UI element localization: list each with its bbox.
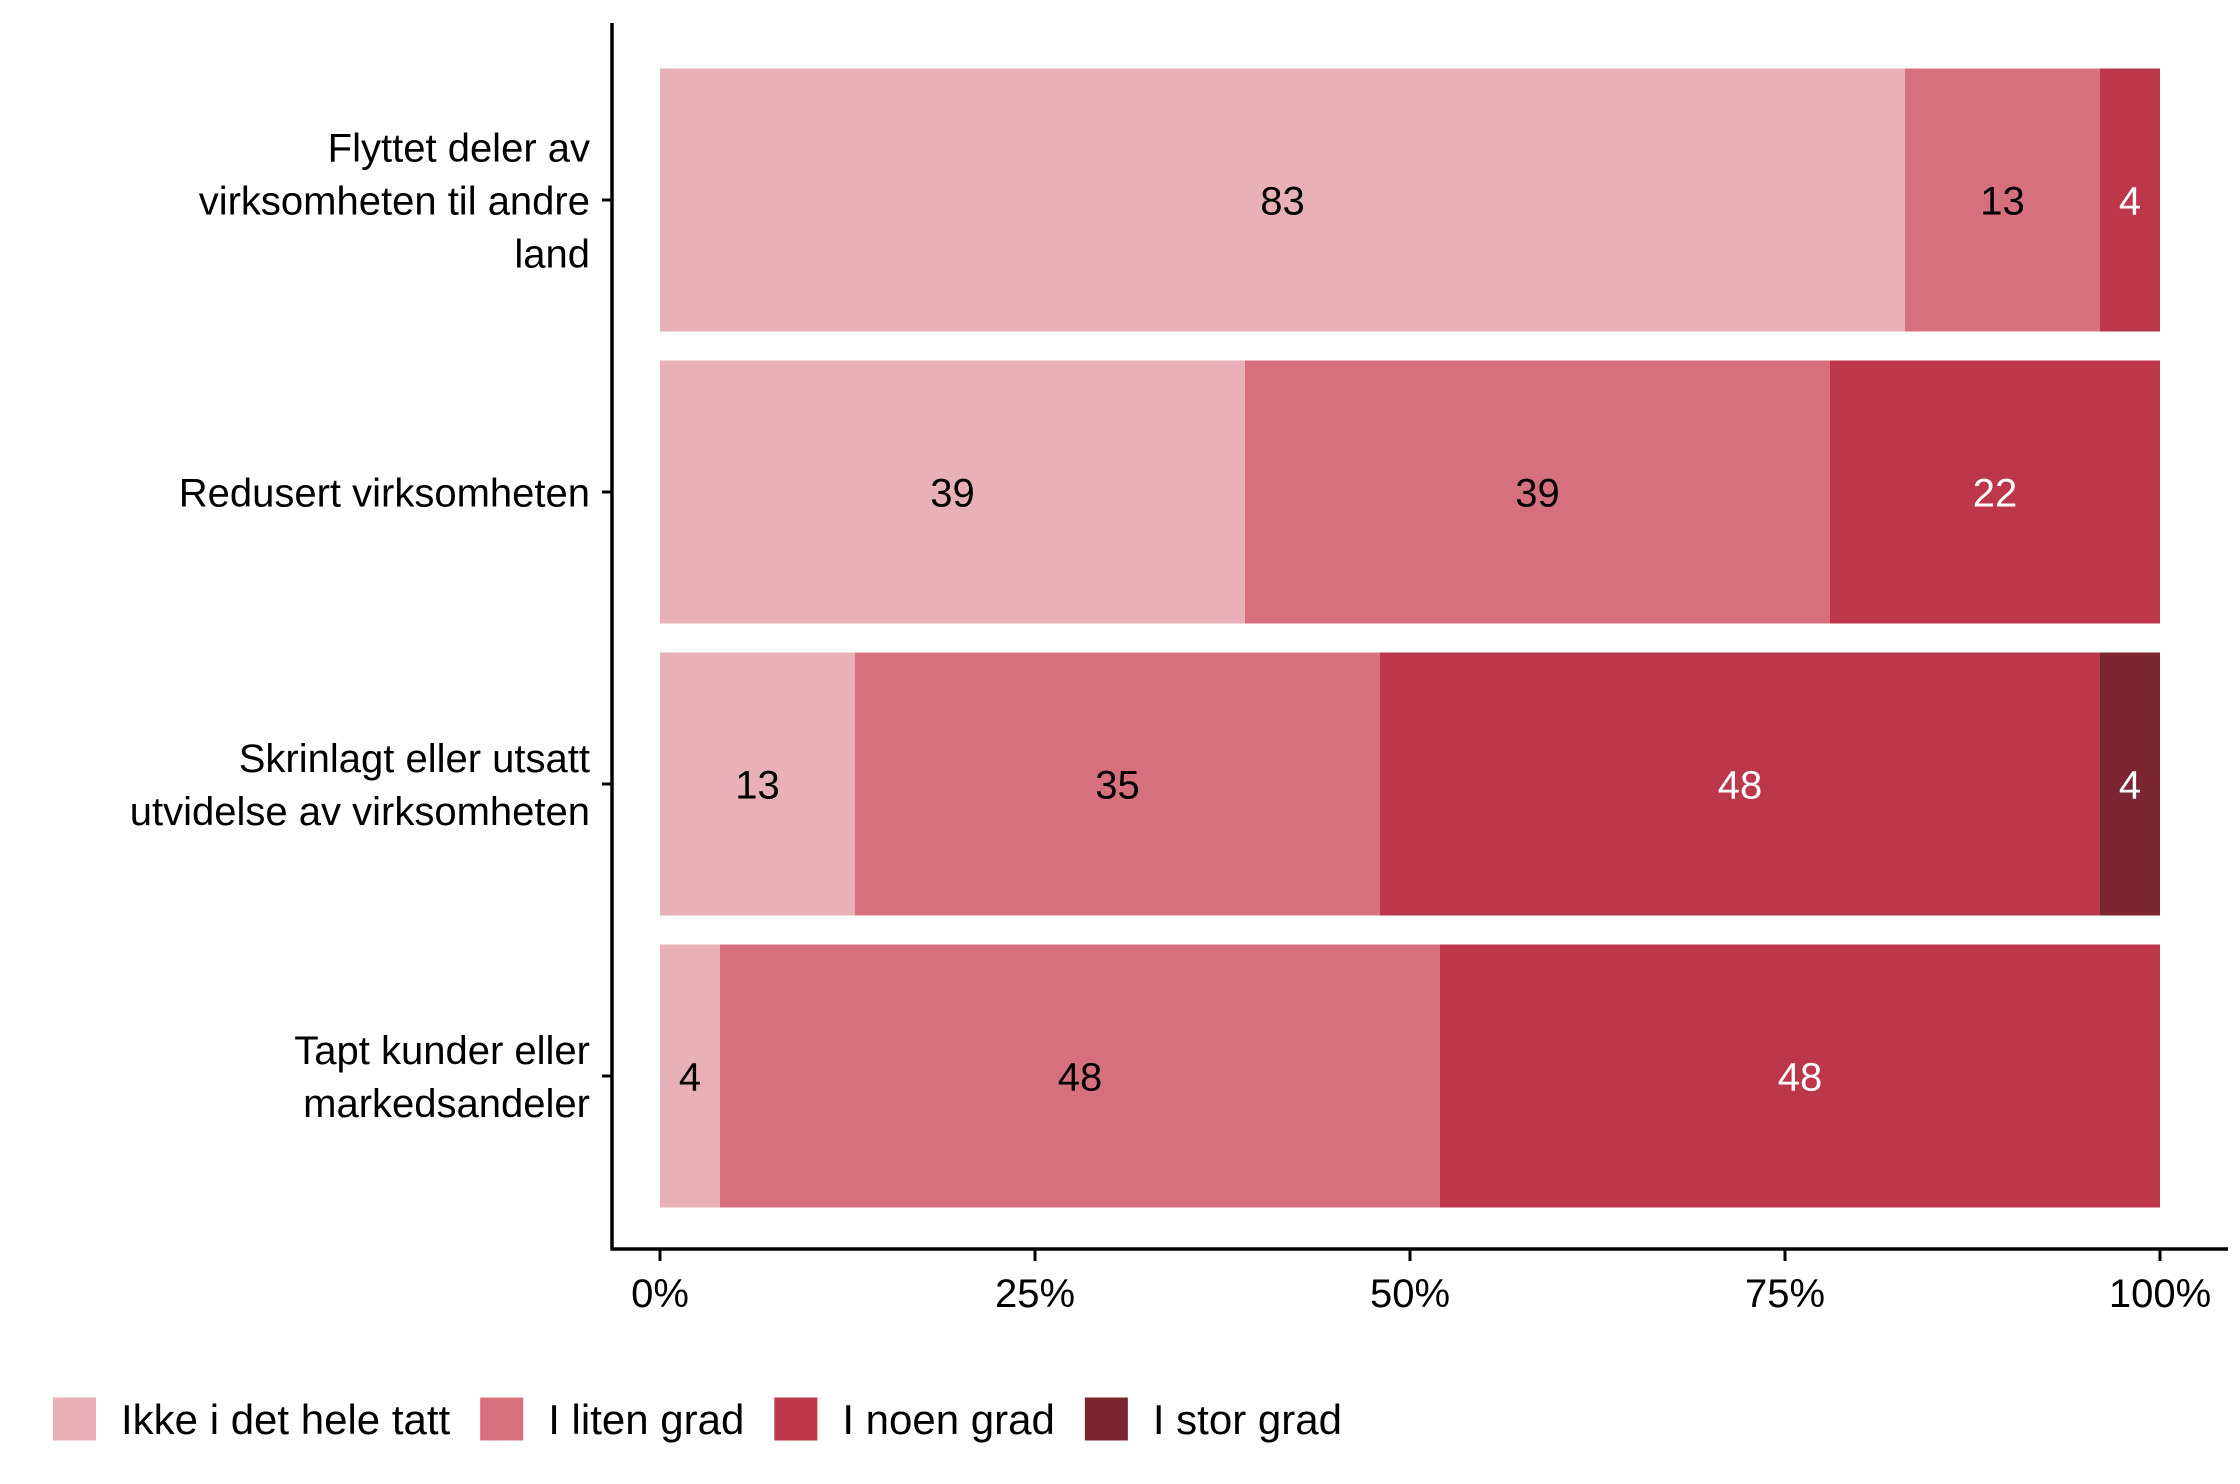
- x-tick-label: 50%: [1370, 1272, 1450, 1316]
- bar-segment: [1905, 68, 2100, 332]
- bar-segment: [2100, 652, 2160, 916]
- data-label: 4: [679, 1055, 701, 1099]
- data-label: 39: [930, 471, 975, 515]
- bar-segment: [1440, 944, 2160, 1208]
- legend-label: I noen grad: [842, 1396, 1055, 1443]
- x-tick-label: 100%: [2109, 1272, 2211, 1316]
- legend-label: I stor grad: [1153, 1396, 1342, 1443]
- x-axis: 0% 25% 50% 75% 100%: [610, 1247, 2228, 1316]
- legend-label: I liten grad: [548, 1396, 744, 1443]
- y-tick-label: Skrinlagt eller utsatt: [239, 737, 590, 781]
- bar-segment: [660, 360, 1245, 624]
- data-label: 83: [1260, 179, 1305, 223]
- legend-swatch: [1084, 1397, 1128, 1441]
- legend: Ikke i det hele tatt I liten grad I noen g…: [53, 1396, 1342, 1443]
- bar-segment: [855, 652, 1380, 916]
- data-label: 48: [1778, 1055, 1823, 1099]
- legend-swatch: [774, 1397, 818, 1441]
- legend-swatch: [480, 1397, 524, 1441]
- data-label: 4: [2119, 179, 2141, 223]
- y-tick-label: utvidelse av virksomheten: [130, 790, 590, 834]
- x-tick-label: 25%: [995, 1272, 1075, 1316]
- data-label: 13: [1980, 179, 2025, 223]
- x-tick-label: 75%: [1745, 1272, 1825, 1316]
- data-label: 39: [1515, 471, 1560, 515]
- bar-segment: [1380, 652, 2100, 916]
- bar-segment: [660, 944, 720, 1208]
- y-tick-label: land: [514, 232, 590, 276]
- data-label: 48: [1058, 1055, 1103, 1099]
- bars-layer: [660, 68, 2160, 1208]
- y-tick-label: markedsandeler: [303, 1082, 590, 1126]
- y-tick-label: virksomheten til andre: [199, 179, 590, 223]
- bar-segment: [720, 944, 1440, 1208]
- data-label: 48: [1718, 763, 1763, 807]
- bar-segment: [660, 68, 1905, 332]
- data-label: 4: [2119, 763, 2141, 807]
- y-tick-label: Flyttet deler av: [328, 126, 590, 170]
- x-tick-label: 0%: [631, 1272, 689, 1316]
- legend-swatch: [53, 1397, 96, 1441]
- data-labels-layer: 83 13 4 39 39 22 13 35 48 4 4 48 48: [679, 179, 2141, 1099]
- y-axis: Flyttet deler av virksomheten til andre la…: [130, 23, 614, 1251]
- y-tick-label: Tapt kunder eller: [294, 1029, 590, 1073]
- legend-label: Ikke i det hele tatt: [121, 1396, 451, 1443]
- data-label: 22: [1973, 471, 2018, 515]
- bar-segment: [2100, 68, 2160, 332]
- y-tick-label: Redusert virksomheten: [179, 471, 590, 515]
- bar-segment: [1245, 360, 1830, 624]
- bar-segment: [660, 652, 855, 916]
- data-label: 13: [735, 763, 780, 807]
- bar-segment: [1830, 360, 2160, 624]
- data-label: 35: [1095, 763, 1140, 807]
